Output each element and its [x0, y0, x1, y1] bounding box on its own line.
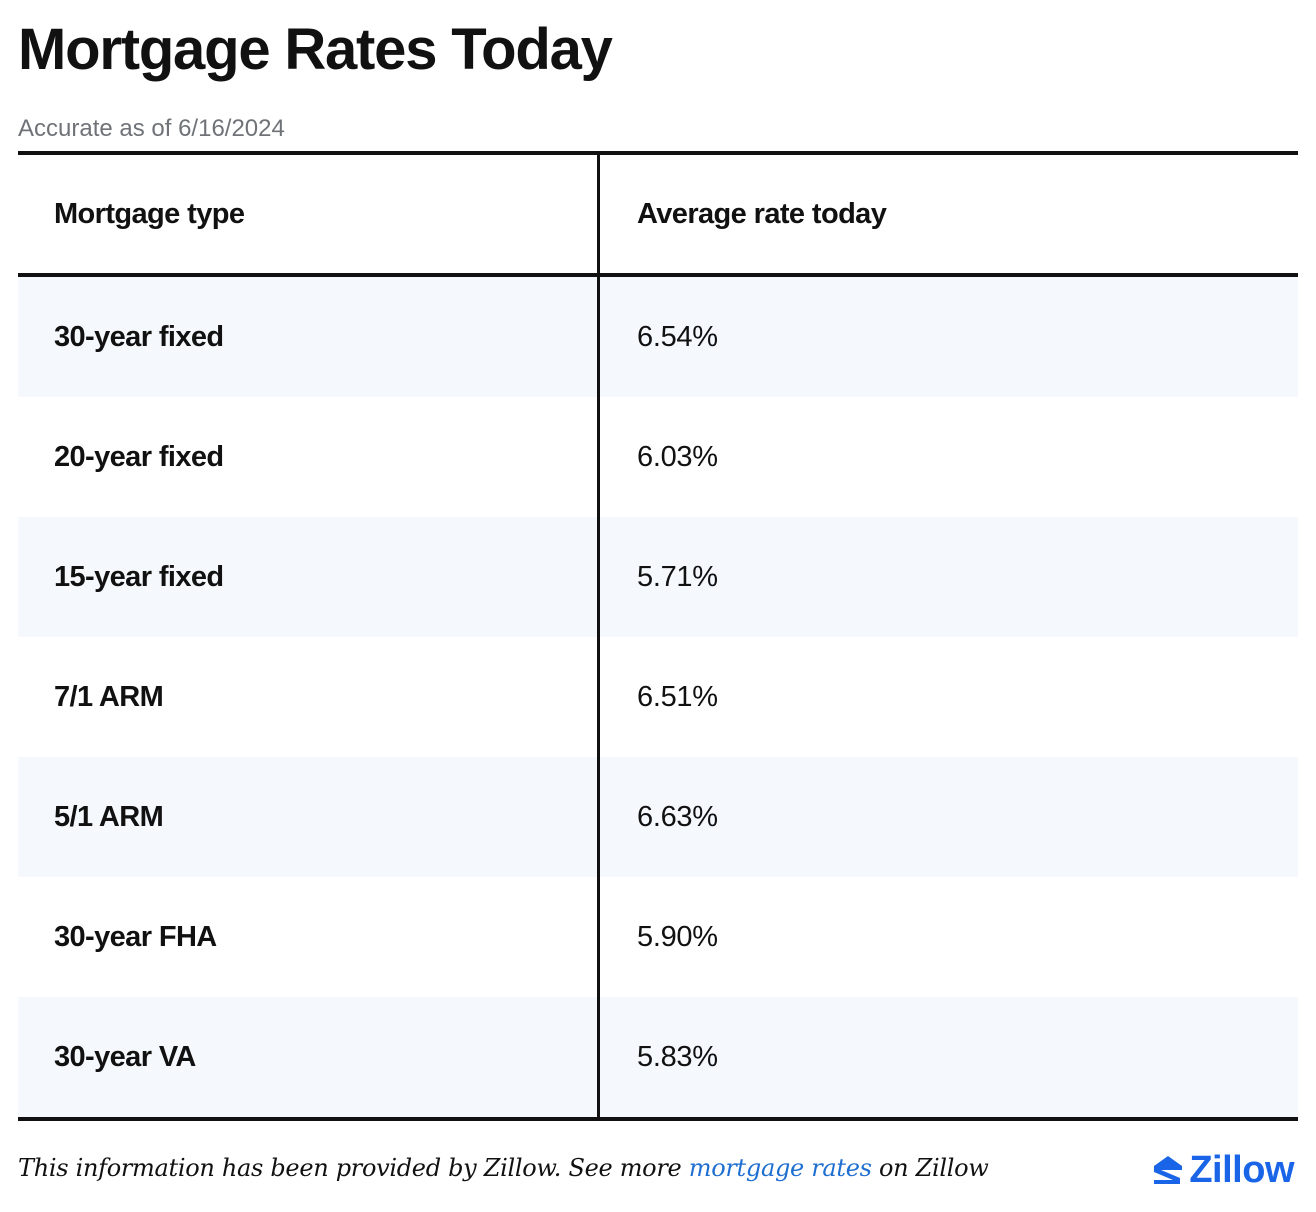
table-row: 15-year fixed 5.71%	[18, 517, 1298, 637]
attribution-text: This information has been provided by Zi…	[18, 1154, 689, 1182]
table-row: 30-year VA 5.83%	[18, 997, 1298, 1117]
table-row: 20-year fixed 6.03%	[18, 397, 1298, 517]
mortgage-type-cell: 7/1 ARM	[54, 680, 164, 713]
mortgage-type-cell: 30-year VA	[54, 1040, 196, 1073]
average-rate-cell: 6.63%	[637, 800, 718, 833]
average-rate-cell: 5.90%	[637, 920, 718, 953]
mortgage-rates-table: Mortgage type Average rate today 30-year…	[18, 151, 1298, 1121]
average-rate-cell: 5.83%	[637, 1040, 718, 1073]
table-header-row: Mortgage type Average rate today	[18, 155, 1298, 277]
mortgage-type-cell: 5/1 ARM	[54, 800, 164, 833]
mortgage-rates-link[interactable]: mortgage rates	[688, 1154, 872, 1182]
table-row: 7/1 ARM 6.51%	[18, 637, 1298, 757]
column-divider	[597, 155, 600, 1117]
table-row: 5/1 ARM 6.63%	[18, 757, 1298, 877]
mortgage-type-cell: 30-year FHA	[54, 920, 217, 953]
table-row: 30-year fixed 6.54%	[18, 277, 1298, 397]
average-rate-cell: 6.54%	[637, 320, 718, 353]
column-header-average-rate: Average rate today	[637, 197, 887, 230]
column-header-mortgage-type: Mortgage type	[54, 197, 245, 230]
average-rate-cell: 5.71%	[637, 560, 718, 593]
mortgage-type-cell: 15-year fixed	[54, 560, 224, 593]
page-title: Mortgage Rates Today	[18, 17, 613, 82]
average-rate-cell: 6.51%	[637, 680, 718, 713]
attribution-text-end: on Zillow	[871, 1154, 989, 1182]
mortgage-type-cell: 30-year fixed	[54, 320, 224, 353]
average-rate-cell: 6.03%	[637, 440, 718, 473]
table-row: 30-year FHA 5.90%	[18, 877, 1298, 997]
brand-name: Zillow	[1189, 1149, 1294, 1191]
zillow-logo[interactable]: Zillow	[1151, 1148, 1294, 1192]
zillow-logo-icon	[1151, 1153, 1185, 1187]
accuracy-date: Accurate as of 6/16/2024	[18, 115, 285, 142]
attribution-note: This information has been provided by Zi…	[18, 1150, 989, 1186]
mortgage-type-cell: 20-year fixed	[54, 440, 224, 473]
